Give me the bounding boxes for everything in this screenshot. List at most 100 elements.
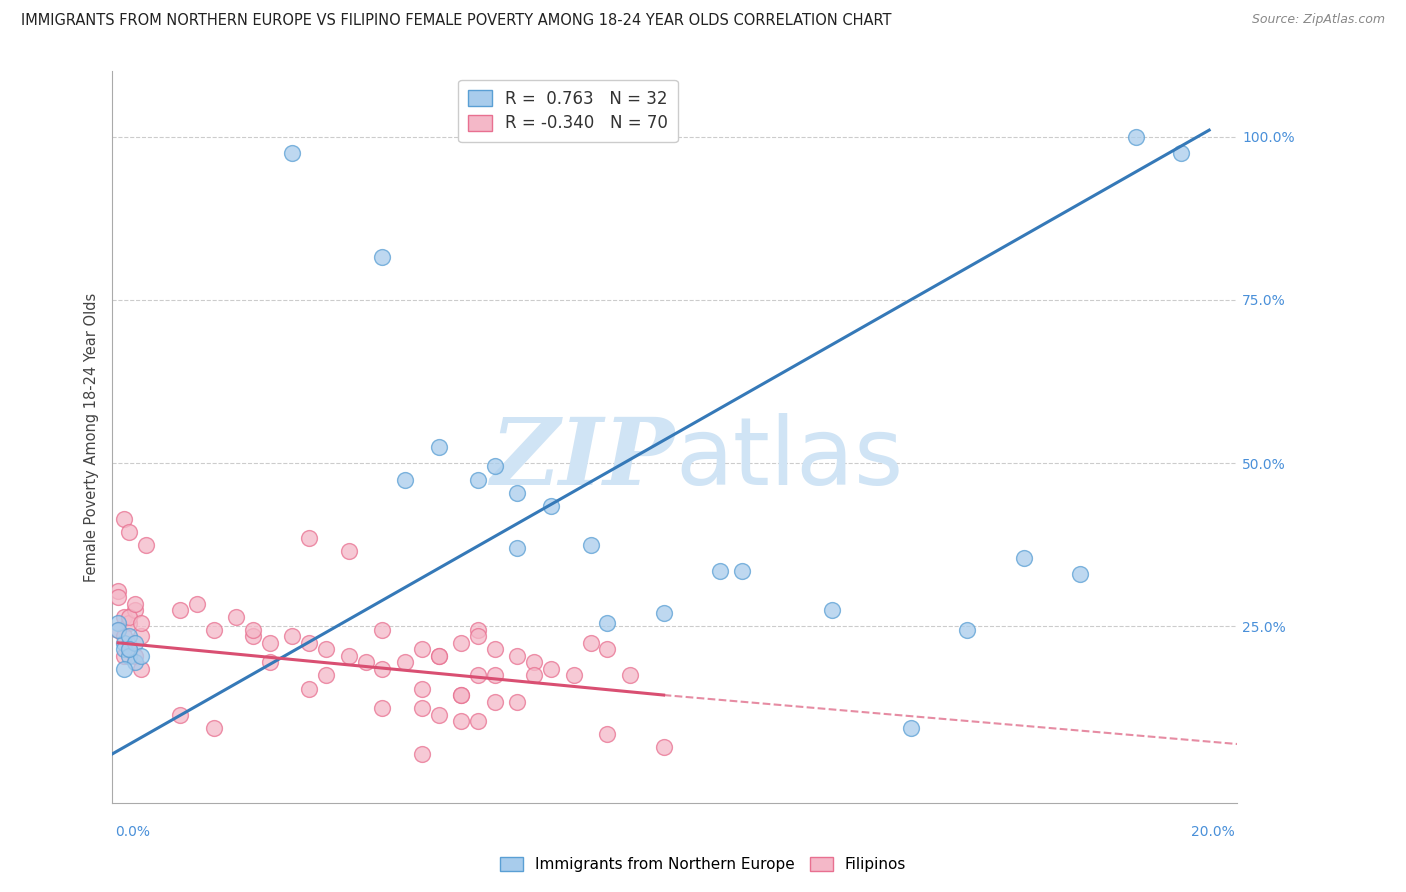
Point <box>450 688 472 702</box>
Point <box>467 623 489 637</box>
Point <box>118 642 141 657</box>
Point <box>202 721 225 735</box>
Point <box>467 629 489 643</box>
Text: IMMIGRANTS FROM NORTHERN EUROPE VS FILIPINO FEMALE POVERTY AMONG 18-24 YEAR OLDS: IMMIGRANTS FROM NORTHERN EUROPE VS FILIP… <box>21 13 891 29</box>
Point <box>450 636 472 650</box>
Point <box>118 609 141 624</box>
Point <box>315 642 337 657</box>
Point <box>596 727 619 741</box>
Point <box>484 642 506 657</box>
Point <box>427 648 450 663</box>
Point <box>337 648 360 663</box>
Point <box>540 662 562 676</box>
Point <box>450 714 472 728</box>
Point <box>112 662 135 676</box>
Point <box>427 707 450 722</box>
Point <box>112 512 135 526</box>
Point <box>112 629 135 643</box>
Text: atlas: atlas <box>675 413 903 505</box>
Point <box>394 656 416 670</box>
Point <box>506 541 529 555</box>
Point <box>124 636 146 650</box>
Point <box>202 623 225 637</box>
Point <box>107 623 129 637</box>
Point <box>540 499 562 513</box>
Point <box>315 668 337 682</box>
Point <box>821 603 844 617</box>
Point <box>259 656 281 670</box>
Point <box>484 459 506 474</box>
Point <box>371 623 394 637</box>
Point <box>1069 567 1091 582</box>
Point <box>1170 146 1192 161</box>
Point <box>1125 129 1147 144</box>
Point <box>596 616 619 631</box>
Point <box>484 695 506 709</box>
Point <box>118 642 141 657</box>
Point <box>107 590 129 604</box>
Point <box>298 531 321 545</box>
Point <box>259 636 281 650</box>
Point <box>118 616 141 631</box>
Point <box>709 564 731 578</box>
Point <box>107 583 129 598</box>
Point <box>124 648 146 663</box>
Point <box>371 251 394 265</box>
Point <box>562 668 585 682</box>
Point <box>467 473 489 487</box>
Point <box>337 544 360 558</box>
Text: 20.0%: 20.0% <box>1191 825 1234 839</box>
Point <box>118 524 141 539</box>
Point <box>450 688 472 702</box>
Point <box>484 668 506 682</box>
Point <box>298 681 321 696</box>
Point <box>118 648 141 663</box>
Point <box>112 609 135 624</box>
Point <box>169 707 191 722</box>
Point <box>225 609 247 624</box>
Text: 0.0%: 0.0% <box>115 825 150 839</box>
Point <box>411 701 433 715</box>
Point <box>107 623 129 637</box>
Point <box>129 616 152 631</box>
Point <box>506 485 529 500</box>
Point <box>579 636 602 650</box>
Point <box>523 668 546 682</box>
Point <box>523 656 546 670</box>
Point <box>124 656 146 670</box>
Point <box>652 607 675 621</box>
Point <box>427 440 450 454</box>
Point <box>619 668 641 682</box>
Point <box>652 740 675 755</box>
Point <box>411 681 433 696</box>
Legend: R =  0.763   N = 32, R = -0.340   N = 70: R = 0.763 N = 32, R = -0.340 N = 70 <box>458 79 678 143</box>
Point <box>129 648 152 663</box>
Point <box>112 648 135 663</box>
Point <box>371 701 394 715</box>
Point <box>354 656 377 670</box>
Point <box>506 695 529 709</box>
Point <box>506 648 529 663</box>
Point <box>281 146 304 161</box>
Point <box>596 642 619 657</box>
Point <box>1012 550 1035 565</box>
Point <box>112 642 135 657</box>
Point <box>467 714 489 728</box>
Point <box>124 597 146 611</box>
Y-axis label: Female Poverty Among 18-24 Year Olds: Female Poverty Among 18-24 Year Olds <box>84 293 100 582</box>
Point <box>107 616 129 631</box>
Point <box>135 538 157 552</box>
Point <box>394 473 416 487</box>
Point <box>579 538 602 552</box>
Point <box>900 721 922 735</box>
Point <box>731 564 754 578</box>
Point <box>427 648 450 663</box>
Point <box>129 662 152 676</box>
Point <box>129 629 152 643</box>
Point <box>298 636 321 650</box>
Point <box>242 629 264 643</box>
Point <box>281 629 304 643</box>
Text: ZIP: ZIP <box>491 414 675 504</box>
Point <box>411 747 433 761</box>
Text: Source: ZipAtlas.com: Source: ZipAtlas.com <box>1251 13 1385 27</box>
